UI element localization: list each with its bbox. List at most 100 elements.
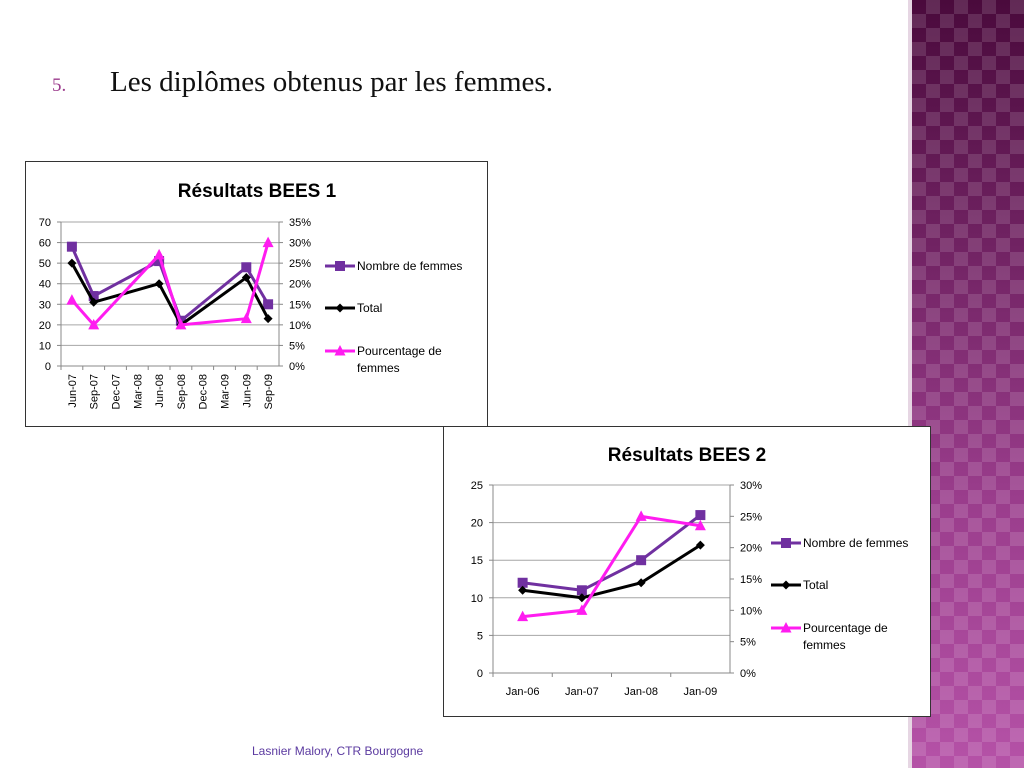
- data-point-1: [154, 279, 164, 289]
- y2-tick-label: 25%: [740, 511, 762, 523]
- x-tick-label: Jan-08: [624, 686, 658, 698]
- data-point-0: [88, 291, 99, 302]
- x-tick-label: Sep-08: [176, 374, 188, 409]
- data-point-1: [636, 578, 646, 588]
- y2-tick-label: 35%: [289, 217, 311, 229]
- data-point-0: [66, 241, 77, 252]
- chart-bees-1: Résultats BEES 1 0 10 20 30 40 50 60 70 0% 5% 10% 15…: [25, 161, 488, 427]
- y-tick-label: 20: [471, 518, 483, 530]
- series-line-0: [522, 513, 702, 592]
- y2-tick-label: 30%: [289, 238, 311, 250]
- chart-bees-2: Résultats BEES 2 0 5 10 15 20 25 0% 5% 10% 15% 20% 2…: [443, 426, 931, 717]
- sidebar-edge: [908, 0, 912, 768]
- data-point-0: [263, 299, 274, 310]
- data-point-2: [262, 236, 274, 248]
- data-point-0: [636, 555, 647, 566]
- data-point-2: [576, 604, 588, 615]
- data-point-2: [694, 519, 706, 531]
- slide-heading: 5. Les diplômes obtenus par les femmes.: [52, 66, 553, 99]
- data-point-1: [67, 258, 77, 268]
- data-point-0: [241, 262, 252, 273]
- x-tick-label: Jun-08: [154, 374, 166, 408]
- data-point-2: [635, 510, 647, 521]
- series-line-1: [522, 543, 702, 600]
- y-tick-label: 0: [477, 668, 483, 680]
- legend-marker: [334, 345, 346, 356]
- y2-tick-label: 10%: [289, 320, 311, 332]
- data-point-2: [66, 294, 78, 305]
- x-tick-label: Jan-07: [565, 686, 599, 698]
- legend-label: femmes: [803, 638, 846, 652]
- series-line-1: [70, 262, 270, 327]
- legend-label: Total: [803, 578, 828, 592]
- legend-marker: [781, 580, 791, 590]
- chart-title: Résultats BEES 2: [608, 445, 766, 466]
- x-tick-label: Jan-06: [506, 686, 540, 698]
- data-point-1: [263, 314, 273, 324]
- x-tick-label: Jun-09: [241, 374, 253, 408]
- legend-marker: [780, 622, 792, 633]
- series-line-2: [522, 514, 701, 619]
- y2-tick-label: 0%: [289, 361, 305, 373]
- data-point-2: [517, 610, 529, 622]
- y-tick-label: 40: [39, 279, 51, 291]
- heading-number: 5.: [52, 75, 67, 96]
- legend-label: Pourcentage de: [357, 344, 442, 358]
- y2-tick-label: 20%: [740, 543, 762, 555]
- x-tick-label: Dec-08: [198, 374, 210, 409]
- footer-credit: Lasnier Malory, CTR Bourgogne: [252, 744, 424, 758]
- y-tick-label: 10: [39, 340, 51, 352]
- y-tick-label: 15: [471, 555, 483, 567]
- legend-label: femmes: [357, 361, 400, 375]
- chart-bees-1-svg: Résultats BEES 1 0 10 20 30 40 50 60 70 0% 5% 10% 15…: [39, 181, 463, 409]
- data-point-0: [517, 577, 528, 588]
- y2-tick-label: 10%: [740, 605, 762, 617]
- y-tick-label: 20: [39, 320, 51, 332]
- y-tick-label: 5: [477, 630, 483, 642]
- data-point-2: [240, 312, 252, 324]
- legend-marker: [781, 538, 791, 548]
- y2-tick-label: 15%: [289, 299, 311, 311]
- x-tick-label: Dec-07: [111, 374, 123, 409]
- y-tick-label: 70: [39, 217, 51, 229]
- y-tick-label: 30: [39, 299, 51, 311]
- y2-tick-label: 30%: [740, 480, 762, 492]
- x-tick-label: Jan-09: [684, 686, 718, 698]
- legend-label: Pourcentage de: [803, 621, 888, 635]
- data-point-1: [518, 585, 528, 595]
- x-tick-label: Mar-09: [220, 374, 232, 409]
- y-tick-label: 0: [45, 361, 51, 373]
- y2-tick-label: 20%: [289, 279, 311, 291]
- data-point-0: [154, 256, 165, 267]
- y2-tick-label: 25%: [289, 258, 311, 270]
- chart-title: Résultats BEES 1: [178, 181, 337, 202]
- x-tick-label: Jun-07: [67, 374, 79, 408]
- x-tick-label: Sep-07: [89, 374, 101, 409]
- x-tick-label: Sep-09: [263, 374, 275, 409]
- y-tick-label: 50: [39, 258, 51, 270]
- y2-tick-label: 0%: [740, 668, 756, 680]
- legend-label: Nombre de femmes: [357, 259, 462, 273]
- data-point-0: [695, 510, 706, 521]
- y-tick-label: 60: [39, 238, 51, 250]
- data-point-2: [153, 248, 165, 260]
- legend-marker: [335, 303, 345, 313]
- legend-label: Total: [357, 301, 382, 315]
- y-tick-label: 10: [471, 593, 483, 605]
- chart-bees-2-svg: Résultats BEES 2 0 5 10 15 20 25 0% 5% 10% 15% 20% 2…: [471, 445, 909, 698]
- data-point-2: [88, 318, 100, 330]
- data-point-2: [175, 318, 187, 330]
- y2-tick-label: 5%: [289, 340, 305, 352]
- data-point-1: [695, 540, 705, 550]
- legend-marker: [335, 261, 345, 271]
- heading-text: Les diplômes obtenus par les femmes.: [110, 66, 553, 98]
- legend-label: Nombre de femmes: [803, 536, 908, 550]
- y2-tick-label: 5%: [740, 637, 756, 649]
- y-tick-label: 25: [471, 480, 483, 492]
- data-point-1: [577, 593, 587, 603]
- y2-tick-label: 15%: [740, 574, 762, 586]
- x-tick-label: Mar-08: [132, 374, 144, 409]
- series-line-2: [70, 242, 270, 327]
- data-point-1: [89, 297, 99, 307]
- data-point-1: [241, 273, 251, 283]
